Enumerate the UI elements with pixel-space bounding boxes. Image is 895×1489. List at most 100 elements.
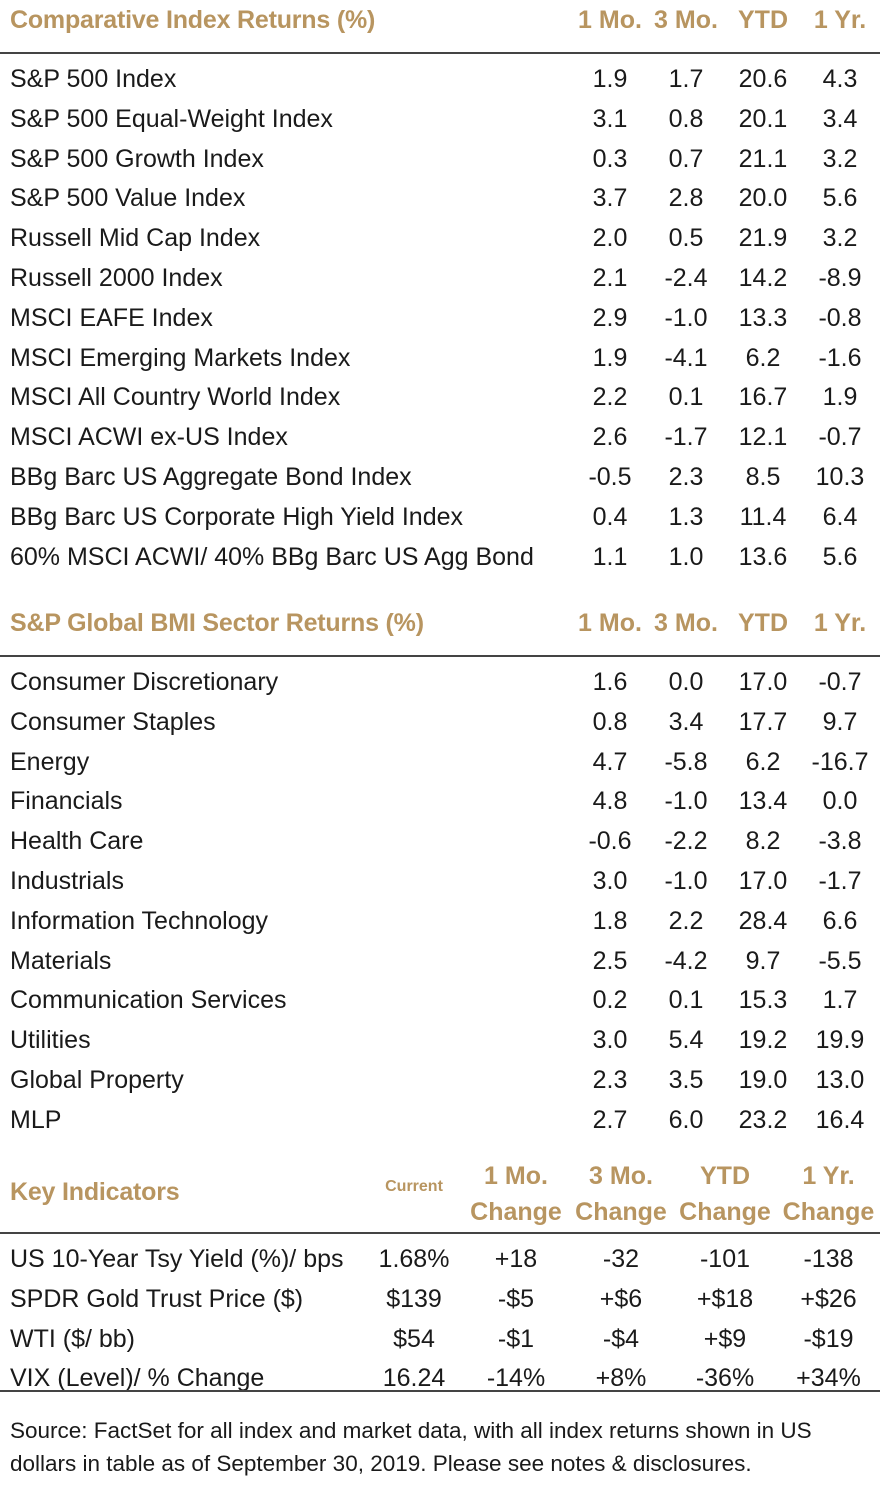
column-header-ytd: YTD xyxy=(738,609,788,637)
row-label: Industrials xyxy=(10,866,124,895)
table-row: Financials 4.8 -1.0 13.4 0.0 xyxy=(0,782,880,822)
value-cell: -$19 xyxy=(803,1324,854,1353)
value-cell: 20.0 xyxy=(738,184,788,213)
table-row: S&P 500 Growth Index 0.3 0.7 21.1 3.2 xyxy=(0,140,880,180)
row-label: MLP xyxy=(10,1105,62,1134)
value-cell: 15.3 xyxy=(738,986,788,1015)
table-row: Consumer Discretionary 1.6 0.0 17.0 -0.7 xyxy=(0,663,880,703)
value-cell: -$4 xyxy=(602,1324,640,1353)
value-cell: 23.2 xyxy=(738,1105,788,1134)
value-cell: 13.3 xyxy=(738,303,788,332)
value-cell: -1.7 xyxy=(818,866,862,895)
row-label: S&P 500 Growth Index xyxy=(10,144,264,173)
comparative-index-header: Comparative Index Returns (%) 1 Mo. 3 Mo… xyxy=(0,0,880,54)
value-cell: -8.9 xyxy=(818,263,862,292)
value-cell: +8% xyxy=(595,1364,647,1393)
column-header-top: 1 Yr. xyxy=(802,1162,855,1190)
row-label: S&P 500 Equal-Weight Index xyxy=(10,104,333,133)
key-indicators-header: Key Indicators Current 1 Mo. Change 3 Mo.… xyxy=(0,1158,880,1234)
value-cell: 5.6 xyxy=(822,542,858,571)
table-row: S&P 500 Index 1.9 1.7 20.6 4.3 xyxy=(0,60,880,100)
value-cell: 3.2 xyxy=(822,224,858,253)
row-label: 60% MSCI ACWI/ 40% BBg Barc US Agg Bond xyxy=(10,542,534,571)
row-label: MSCI Emerging Markets Index xyxy=(10,343,351,372)
column-header-1yr: 1 Yr. xyxy=(813,6,867,34)
value-cell: 0.7 xyxy=(668,144,704,173)
value-cell: -5.8 xyxy=(664,747,708,776)
value-cell: -138 xyxy=(803,1245,854,1273)
value-cell: 0.2 xyxy=(592,986,628,1015)
value-cell: -1.0 xyxy=(664,787,708,816)
row-label: Russell 2000 Index xyxy=(10,263,223,292)
column-header-3mo-change: 3 Mo. Change xyxy=(569,1158,673,1230)
value-cell: -1.0 xyxy=(664,866,708,895)
value-cell: -14% xyxy=(486,1364,546,1393)
table-row: Global Property 2.3 3.5 19.0 13.0 xyxy=(0,1061,880,1101)
value-cell: 1.9 xyxy=(592,343,628,372)
key-indicators-table: Key Indicators Current 1 Mo. Change 3 Mo.… xyxy=(0,1158,880,1399)
value-cell: -3.8 xyxy=(818,827,862,856)
value-cell: -1.0 xyxy=(664,303,708,332)
value-cell: 2.1 xyxy=(592,263,628,292)
column-header-top: YTD xyxy=(700,1162,750,1190)
value-cell: 1.7 xyxy=(668,65,704,93)
current-value: $139 xyxy=(386,1284,442,1313)
value-cell: 16.7 xyxy=(738,383,788,412)
value-cell: 20.1 xyxy=(738,104,788,133)
value-cell: 3.4 xyxy=(822,104,858,133)
value-cell: -2.2 xyxy=(664,827,708,856)
value-cell: +$6 xyxy=(599,1284,643,1313)
value-cell: 8.5 xyxy=(745,462,781,491)
row-label: MSCI All Country World Index xyxy=(10,383,341,412)
row-label: WTI ($/ bb) xyxy=(10,1324,136,1353)
value-cell: -0.8 xyxy=(818,303,862,332)
table-row: Utilities 3.0 5.4 19.2 19.9 xyxy=(0,1021,880,1061)
value-cell: 0.8 xyxy=(592,707,628,736)
value-cell: 2.8 xyxy=(668,184,704,213)
current-value: $54 xyxy=(393,1324,435,1353)
value-cell: 4.7 xyxy=(592,747,628,776)
value-cell: -101 xyxy=(699,1245,751,1273)
value-cell: 16.4 xyxy=(815,1105,865,1134)
column-header-1mo-change: 1 Mo. Change xyxy=(463,1158,569,1230)
value-cell: 0.1 xyxy=(668,986,704,1015)
table-row: VIX (Level)/ % Change 16.24 -14% +8% -36% +34… xyxy=(0,1359,880,1399)
value-cell: 1.1 xyxy=(592,542,628,571)
sector-returns-table: S&P Global BMI Sector Returns (%) 1 Mo. … xyxy=(0,603,880,1141)
row-label: Information Technology xyxy=(10,906,269,935)
value-cell: 12.1 xyxy=(738,423,788,452)
bottom-divider xyxy=(0,1390,880,1392)
sector-returns-header: S&P Global BMI Sector Returns (%) 1 Mo. … xyxy=(0,603,880,657)
value-cell: 5.6 xyxy=(822,184,858,213)
row-label: BBg Barc US Corporate High Yield Index xyxy=(10,502,464,531)
value-cell: 0.0 xyxy=(822,787,858,816)
table-row: SPDR Gold Trust Price ($) $139 -$5 +$6 +$18 +… xyxy=(0,1280,880,1320)
value-cell: -0.5 xyxy=(588,462,632,491)
value-cell: -32 xyxy=(602,1245,640,1273)
table-row: Russell Mid Cap Index 2.0 0.5 21.9 3.2 xyxy=(0,219,880,259)
section-title: S&P Global BMI Sector Returns (%) xyxy=(10,609,424,637)
column-header-top: 1 Mo. xyxy=(484,1162,548,1190)
table-row: MLP 2.7 6.0 23.2 16.4 xyxy=(0,1101,880,1141)
value-cell: -0.7 xyxy=(818,423,862,452)
row-label: Materials xyxy=(10,946,112,975)
value-cell: 2.0 xyxy=(592,224,628,253)
value-cell: 0.0 xyxy=(668,668,704,696)
column-header-bottom: Change xyxy=(575,1198,667,1226)
row-label: Communication Services xyxy=(10,986,287,1015)
value-cell: 3.0 xyxy=(592,866,628,895)
value-cell: 3.1 xyxy=(592,104,628,133)
value-cell: -0.6 xyxy=(588,827,632,856)
value-cell: +18 xyxy=(494,1245,538,1273)
row-label: US 10-Year Tsy Yield (%)/ bps xyxy=(10,1245,344,1273)
value-cell: -5.5 xyxy=(818,946,862,975)
value-cell: 3.2 xyxy=(822,144,858,173)
value-cell: 2.6 xyxy=(592,423,628,452)
table-row: MSCI ACWI ex-US Index 2.6 -1.7 12.1 -0.7 xyxy=(0,418,880,458)
value-cell: 13.6 xyxy=(738,542,788,571)
table-row: BBg Barc US Aggregate Bond Index -0.5 2.3 8… xyxy=(0,458,880,498)
table-row: Materials 2.5 -4.2 9.7 -5.5 xyxy=(0,942,880,982)
row-label: Energy xyxy=(10,747,90,776)
column-header-ytd-change: YTD Change xyxy=(673,1158,777,1230)
table-row: Energy 4.7 -5.8 6.2 -16.7 xyxy=(0,743,880,783)
